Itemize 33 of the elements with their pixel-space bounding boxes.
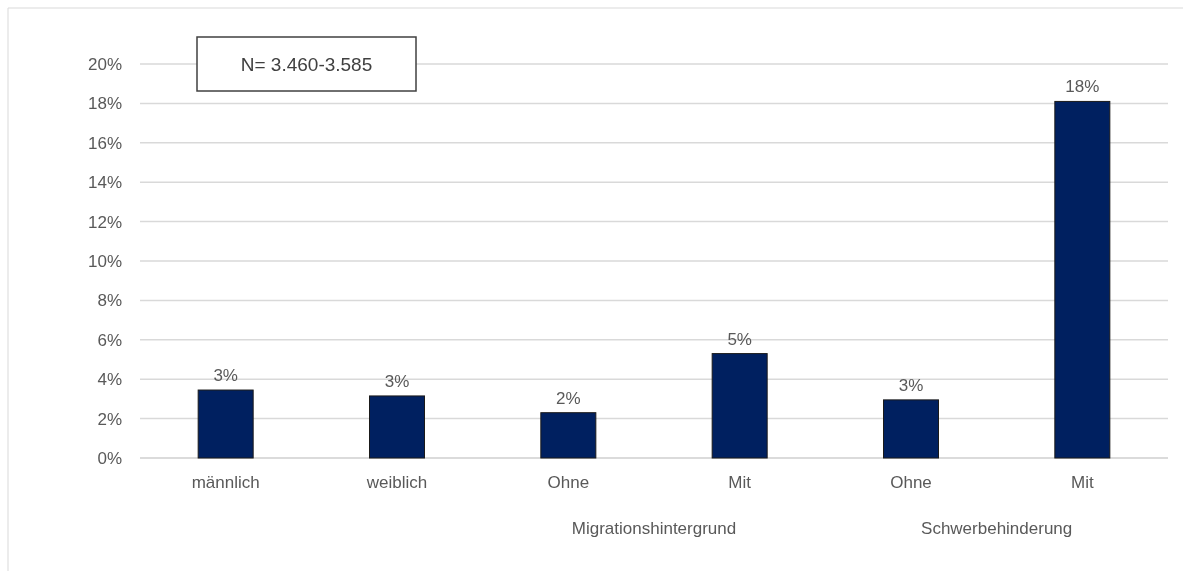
x-tick-label: Ohne xyxy=(890,473,932,492)
annotation: N= 3.460-3.585 xyxy=(240,53,373,75)
y-tick-label: 18% xyxy=(87,94,122,114)
y-tick-label: 2% xyxy=(97,409,122,429)
y-tick-label: 4% xyxy=(97,370,122,390)
x-tick-label: Ohne xyxy=(547,473,590,492)
data-label: 3% xyxy=(384,371,410,391)
text-box: N= 3.460-3.585 xyxy=(196,36,417,92)
bar xyxy=(540,412,597,459)
x-tick-label: weiblich xyxy=(365,473,428,492)
bar xyxy=(369,395,425,459)
bar xyxy=(197,389,254,459)
y-tick-label: 10% xyxy=(87,251,122,271)
bar xyxy=(1054,100,1111,459)
data-label: 2% xyxy=(556,388,581,408)
data-label: 18% xyxy=(1065,77,1100,97)
y-tick-label: 12% xyxy=(87,212,122,232)
data-label: 5% xyxy=(727,329,752,349)
y-tick-label: 16% xyxy=(87,133,122,153)
y-tick-label: 0% xyxy=(97,448,122,468)
bar xyxy=(711,353,768,459)
y-tick-label: 6% xyxy=(97,330,122,350)
data-label: 3% xyxy=(898,375,924,395)
data-label: 3% xyxy=(213,366,238,386)
text: Migrationshintergrund xyxy=(571,519,737,538)
x-tick-label: Mit xyxy=(728,473,752,492)
x-tick-label: männlich xyxy=(191,473,260,492)
y-tick-label: 14% xyxy=(87,173,122,193)
bar xyxy=(883,399,939,459)
y-tick-label: 8% xyxy=(97,291,122,311)
text: Schwerbehinderung xyxy=(921,519,1073,538)
x-tick-label: Mit xyxy=(1071,473,1094,492)
y-tick-label: 20% xyxy=(87,54,122,74)
